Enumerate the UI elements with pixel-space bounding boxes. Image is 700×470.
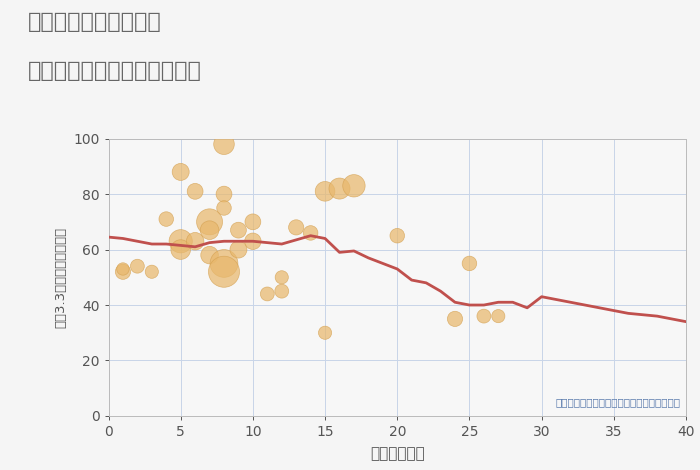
Point <box>449 315 461 322</box>
Point <box>146 268 158 275</box>
Point <box>464 259 475 267</box>
Text: 円の大きさは、取引のあった物件面積を示す: 円の大きさは、取引のあった物件面積を示す <box>555 398 680 407</box>
Point <box>175 168 186 176</box>
Point <box>319 188 330 195</box>
Y-axis label: 坪（3.3㎡）単価（万円）: 坪（3.3㎡）単価（万円） <box>55 227 67 328</box>
Point <box>118 265 129 273</box>
Point <box>319 329 330 337</box>
Point <box>334 185 345 192</box>
Point <box>190 188 201 195</box>
Point <box>262 290 273 298</box>
Point <box>349 182 360 189</box>
Point <box>218 190 230 198</box>
Point <box>190 237 201 245</box>
Text: 築年数別中古マンション価格: 築年数別中古マンション価格 <box>28 61 202 81</box>
Point <box>204 218 215 226</box>
Point <box>478 313 489 320</box>
Point <box>233 246 244 253</box>
Point <box>276 288 288 295</box>
X-axis label: 築年数（年）: 築年数（年） <box>370 446 425 461</box>
Point <box>218 268 230 275</box>
Point <box>218 259 230 267</box>
Text: 三重県松阪市大垣内町: 三重県松阪市大垣内町 <box>28 12 162 32</box>
Point <box>290 224 302 231</box>
Point <box>175 246 186 253</box>
Point <box>118 268 129 275</box>
Point <box>247 218 258 226</box>
Point <box>160 215 172 223</box>
Point <box>305 229 316 237</box>
Point <box>218 204 230 212</box>
Point <box>218 141 230 148</box>
Point <box>392 232 403 240</box>
Point <box>247 237 258 245</box>
Point <box>204 227 215 234</box>
Point <box>204 251 215 259</box>
Point <box>276 274 288 281</box>
Point <box>233 227 244 234</box>
Point <box>493 313 504 320</box>
Point <box>175 237 186 245</box>
Point <box>132 262 143 270</box>
